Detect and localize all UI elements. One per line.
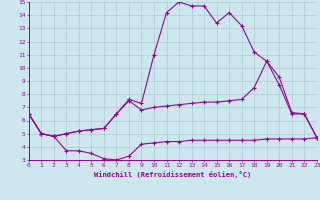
X-axis label: Windchill (Refroidissement éolien,°C): Windchill (Refroidissement éolien,°C) (94, 171, 252, 178)
